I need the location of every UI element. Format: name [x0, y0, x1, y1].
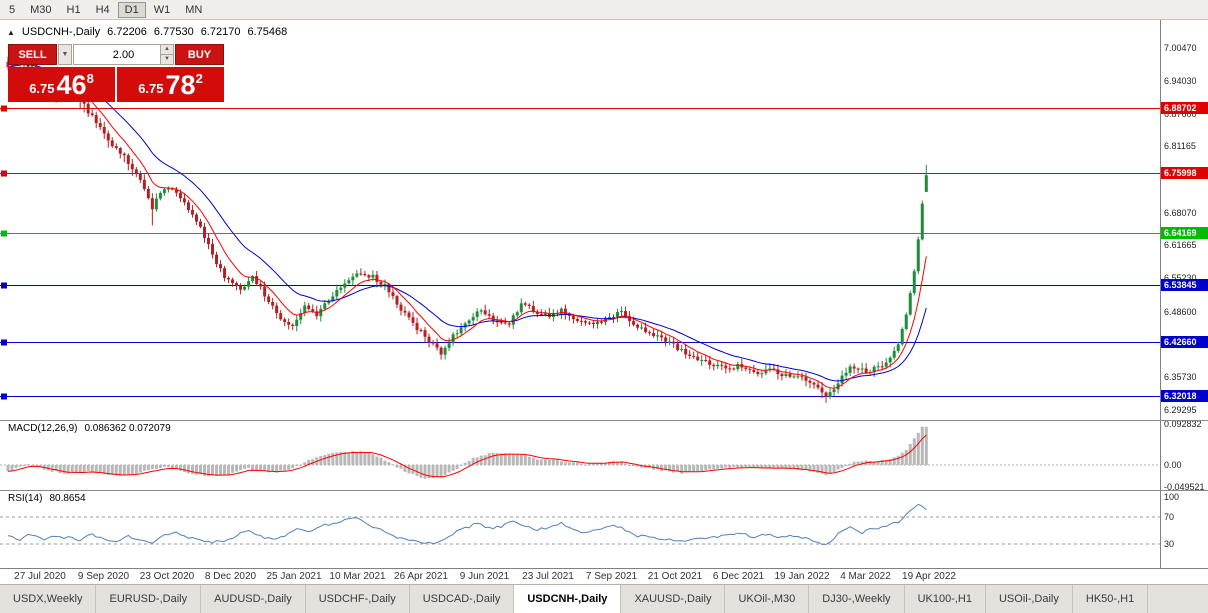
date-axis-label: 7 Sep 2021 [585, 571, 638, 582]
chart-tab[interactable]: XAUUSD-,Daily [621, 585, 726, 613]
price-axis-tick: 6.81165 [1164, 141, 1196, 152]
price-axis-tick: 7.00470 [1164, 43, 1197, 54]
price-axis-tick: 6.48600 [1164, 306, 1197, 317]
price-axis[interactable]: 7.004706.940306.876006.811656.680706.616… [1160, 20, 1208, 568]
ask-price-sup: 2 [195, 71, 203, 86]
macd-axis-tick: 0.00 [1164, 459, 1182, 470]
date-axis-label: 9 Sep 2020 [77, 571, 130, 582]
timeframe-toolbar: 5 M30 H1 H4 D1 W1 MN [0, 0, 1208, 20]
date-axis-label: 10 Mar 2021 [329, 571, 386, 582]
ohlc-high: 6.77530 [153, 26, 194, 38]
chart-tab[interactable]: USDCHF-,Daily [306, 585, 410, 613]
macd-indicator-label: MACD(12,26,9) 0.086362 0.072079 [8, 423, 171, 434]
rsi-axis-tick: 100 [1164, 491, 1180, 502]
volume-increase-button[interactable]: ▲ [161, 45, 173, 55]
bid-price-sup: 8 [86, 71, 94, 86]
price-axis-tick: 6.29295 [1164, 405, 1197, 416]
date-axis-label: 21 Oct 2021 [647, 571, 703, 582]
chart-tab[interactable]: EURUSD-,Daily [96, 585, 202, 613]
buy-button[interactable]: BUY [175, 44, 224, 65]
price-level-label: 6.42660 [1161, 336, 1208, 349]
chart-tab[interactable]: DJ30-,Weekly [809, 585, 905, 613]
price-level-label: 6.88702 [1161, 101, 1208, 114]
time-axis[interactable]: 27 Jul 2020 9 Sep 2020 23 Oct 2020 8 Dec 20… [0, 568, 1208, 584]
rsi-name: RSI(14) [8, 493, 43, 504]
macd-axis-tick: 0.092832 [1164, 419, 1202, 430]
timeframe-buttons: 5 M30 H1 H4 D1 W1 MN [2, 1, 210, 18]
chart-tab[interactable]: AUDUSD-,Daily [201, 585, 306, 613]
pane-separator[interactable] [0, 490, 1208, 491]
sell-price-button[interactable]: 6.75 46 8 [8, 67, 115, 102]
ohlc-close: 6.75468 [247, 26, 288, 38]
date-axis-label: 23 Oct 2020 [139, 571, 195, 582]
volume-stepper: ▲ ▼ [160, 45, 173, 64]
date-axis-label: 8 Dec 2020 [204, 571, 257, 582]
chart-tab[interactable]: USDX,Weekly [0, 585, 97, 613]
chart-tab[interactable]: USOil-,Daily [986, 585, 1073, 613]
date-axis-label: 4 Mar 2022 [840, 571, 891, 582]
timeframe-h1[interactable]: H1 [66, 3, 81, 16]
price-axis-tick: 6.35730 [1164, 372, 1197, 383]
price-axis-tick: 6.68070 [1164, 207, 1197, 218]
date-axis-label: 19 Apr 2022 [902, 571, 956, 582]
timeframe-mn[interactable]: MN [185, 3, 203, 16]
bid-price-prefix: 6.75 [29, 81, 55, 96]
chart-tab[interactable]: UK100-,H1 [905, 585, 986, 613]
price-level-label: 6.53845 [1161, 279, 1208, 292]
one-click-trade-panel: SELL ▼ 2.00 ▲ ▼ BUY 6.75 46 8 6.75 78 2 [8, 44, 224, 102]
macd-name: MACD(12,26,9) [8, 423, 78, 434]
ask-price-big: 78 [165, 70, 196, 100]
timeframe-h4[interactable]: H4 [95, 3, 110, 16]
date-axis-label: 9 Jun 2021 [459, 571, 510, 582]
timeframe-w1[interactable]: W1 [153, 3, 171, 16]
pane-separator[interactable] [0, 420, 1208, 421]
chart-tab[interactable]: HK50-,H1 [1073, 585, 1149, 613]
volume-value: 2.00 [112, 48, 135, 61]
chart-tab[interactable]: UKOil-,M30 [725, 585, 810, 613]
price-axis-tick: 6.94030 [1164, 75, 1197, 86]
macd-axis-tick: -0.049521 [1164, 481, 1205, 492]
symbol-ohlc-line: ▲ USDCNH-,Daily 6.72206 6.77530 6.72170 … [7, 26, 287, 38]
collapse-icon[interactable]: ▲ [7, 27, 15, 37]
chart-tab[interactable]: USDCNH-,Daily [514, 585, 622, 613]
timeframe-d1[interactable]: D1 [117, 1, 146, 18]
volume-dropdown-button[interactable]: ▼ [58, 44, 72, 65]
chart-tab-bar: USDX,Weekly EURUSD-,Daily AUDUSD-,Daily USD… [0, 584, 1208, 613]
sell-button[interactable]: SELL [8, 44, 57, 65]
rsi-axis-tick: 70 [1164, 511, 1175, 522]
date-axis-label: 19 Jan 2022 [774, 571, 830, 582]
price-axis-tick: 6.55230 [1164, 273, 1197, 284]
symbol-name: USDCNH-,Daily [21, 26, 101, 38]
date-axis-label: 27 Jul 2020 [14, 571, 66, 582]
chart-workspace: 7.004706.940306.876006.811656.680706.616… [0, 20, 1208, 584]
chart-tab[interactable]: USDCAD-,Daily [410, 585, 515, 613]
date-axis-label: 25 Jan 2021 [266, 571, 322, 582]
price-level-label: 6.32018 [1161, 390, 1208, 403]
timeframe-m30[interactable]: M30 [30, 3, 52, 16]
price-level-label: 6.64169 [1161, 226, 1208, 239]
price-level-label: 6.75998 [1161, 166, 1208, 179]
rsi-axis-tick: 30 [1164, 538, 1175, 549]
bid-price-big: 46 [56, 70, 87, 100]
ohlc-open: 6.72206 [107, 26, 147, 38]
date-axis-label: 26 Apr 2021 [394, 571, 448, 582]
macd-values: 0.086362 0.072079 [84, 423, 171, 434]
date-axis-label: 6 Dec 2021 [712, 571, 765, 582]
ohlc-low: 6.72170 [200, 26, 241, 38]
volume-input[interactable]: 2.00 ▲ ▼ [73, 44, 174, 65]
price-axis-tick: 6.61665 [1164, 240, 1197, 251]
buy-price-button[interactable]: 6.75 78 2 [117, 67, 224, 102]
chevron-down-icon: ▼ [61, 51, 69, 58]
rsi-indicator-label: RSI(14) 80.8654 [8, 493, 86, 504]
rsi-value: 80.8654 [49, 493, 86, 504]
volume-decrease-button[interactable]: ▼ [161, 55, 173, 64]
candlestick-chart[interactable] [0, 20, 1160, 568]
ask-price-prefix: 6.75 [138, 81, 164, 96]
date-axis-label: 23 Jul 2021 [522, 571, 574, 582]
timeframe-5[interactable]: 5 [9, 3, 16, 16]
